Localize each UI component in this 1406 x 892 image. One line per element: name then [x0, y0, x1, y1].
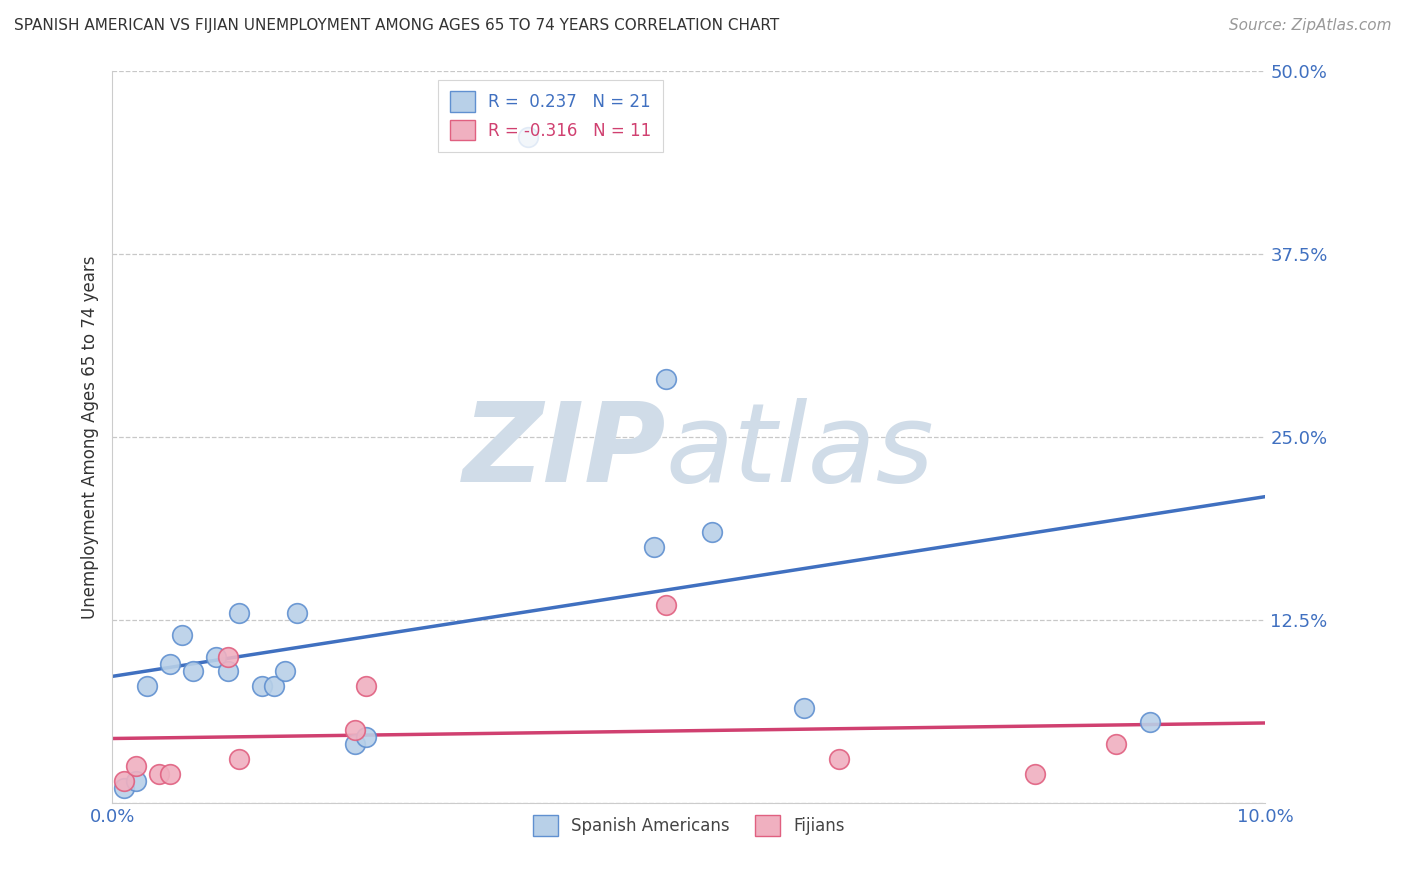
Text: SPANISH AMERICAN VS FIJIAN UNEMPLOYMENT AMONG AGES 65 TO 74 YEARS CORRELATION CH: SPANISH AMERICAN VS FIJIAN UNEMPLOYMENT … — [14, 18, 779, 33]
Point — [170, 627, 193, 641]
Point — [343, 737, 366, 751]
Point — [112, 773, 135, 788]
Point — [217, 649, 239, 664]
Text: ZIP: ZIP — [463, 398, 666, 505]
Point — [700, 525, 723, 540]
Y-axis label: Unemployment Among Ages 65 to 74 years: Unemployment Among Ages 65 to 74 years — [80, 255, 98, 619]
Point — [159, 766, 181, 780]
Point — [136, 679, 159, 693]
Point — [263, 679, 285, 693]
Point — [343, 723, 366, 737]
Point — [181, 664, 204, 678]
Point — [148, 766, 170, 780]
Point — [228, 606, 250, 620]
Text: Source: ZipAtlas.com: Source: ZipAtlas.com — [1229, 18, 1392, 33]
Point — [643, 540, 665, 554]
Point — [285, 606, 308, 620]
Point — [1024, 766, 1046, 780]
Point — [159, 657, 181, 671]
Point — [1139, 715, 1161, 730]
Point — [124, 759, 146, 773]
Text: atlas: atlas — [666, 398, 935, 505]
Point — [217, 664, 239, 678]
Point — [655, 371, 678, 385]
Point — [793, 700, 815, 714]
Point — [516, 130, 538, 145]
Point — [655, 599, 678, 613]
Point — [828, 752, 851, 766]
Point — [112, 781, 135, 796]
Point — [1104, 737, 1126, 751]
Point — [354, 730, 377, 744]
Point — [252, 679, 274, 693]
Point — [205, 649, 228, 664]
Point — [124, 773, 146, 788]
Point — [274, 664, 297, 678]
Legend: Spanish Americans, Fijians: Spanish Americans, Fijians — [523, 805, 855, 846]
Point — [354, 679, 377, 693]
Point — [228, 752, 250, 766]
